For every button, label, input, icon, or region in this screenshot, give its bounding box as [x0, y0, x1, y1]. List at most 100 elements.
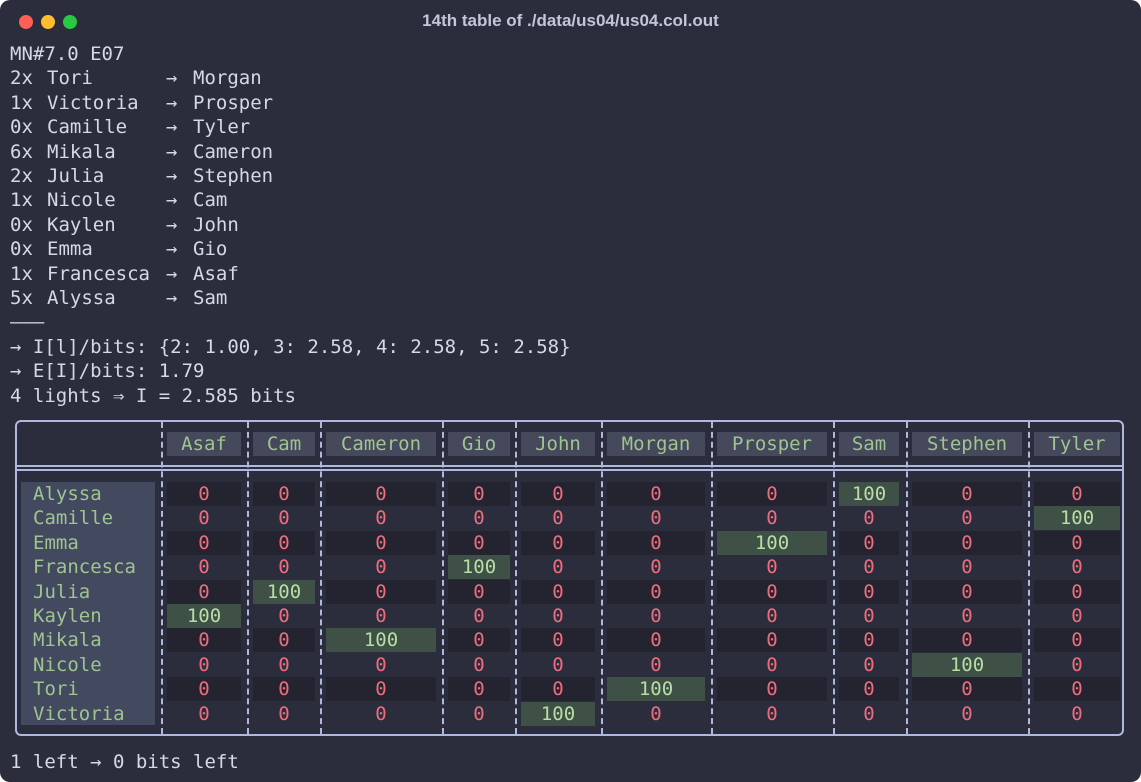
table-cell: 0 — [863, 702, 875, 725]
column-separator — [442, 422, 444, 734]
table-cell: 0 — [552, 507, 564, 530]
pair-count: 1x — [10, 189, 33, 212]
table-cell: 0 — [198, 556, 210, 579]
table-cell: 0 — [961, 605, 973, 627]
table-cell: 0 — [1071, 653, 1083, 676]
column-separator — [906, 422, 908, 734]
column-header: Tyler — [1034, 432, 1120, 456]
table-cell: 0 — [326, 530, 436, 555]
table-cell: 100 — [912, 652, 1022, 677]
pair-name: Kaylen — [47, 213, 116, 236]
table-cell: 0 — [375, 605, 387, 627]
pair-count: 0x — [10, 238, 33, 261]
table-cell: 0 — [473, 507, 485, 530]
table-cell: 0 — [961, 507, 973, 530]
table-cell: 0 — [278, 605, 290, 627]
row-label: Mikala — [33, 629, 102, 652]
table-cell: 0 — [473, 653, 485, 676]
table-cell: 0 — [473, 702, 485, 725]
pair-name: Camille — [47, 116, 128, 139]
pair-count: 2x — [10, 67, 33, 90]
table-cell: 0 — [766, 556, 778, 579]
table-cell: 0 — [167, 530, 241, 555]
table-cell: 0 — [912, 677, 1022, 702]
zoom-button[interactable] — [63, 15, 77, 29]
column-separator — [161, 422, 163, 734]
table-cell: 0 — [278, 653, 290, 676]
row-label: Tori — [33, 678, 79, 701]
table-cell: 0 — [650, 605, 662, 627]
pair-name: Julia — [47, 165, 105, 187]
table-cell: 0 — [326, 579, 436, 604]
table-cell: 0 — [1071, 702, 1083, 725]
pair-arrow: → — [166, 116, 178, 139]
table-cell: 0 — [912, 579, 1022, 604]
table-cell: 0 — [863, 556, 875, 579]
pair-target: Cameron — [193, 140, 274, 163]
row-label-column — [21, 482, 155, 725]
table-cell: 100 — [167, 604, 241, 628]
table-cell: 0 — [375, 653, 387, 676]
table-cell: 0 — [167, 628, 241, 653]
table-cell: 0 — [278, 556, 290, 579]
row-label: Kaylen — [33, 605, 102, 627]
table-cell: 100 — [448, 555, 510, 580]
table-cell: 0 — [1034, 482, 1120, 506]
title-bar: 14th table of ./data/us04/us04.col.out — [0, 0, 1141, 42]
column-header: Prosper — [717, 432, 827, 456]
table-cell: 0 — [912, 482, 1022, 506]
table-cell: 0 — [552, 556, 564, 579]
pair-arrow: → — [166, 67, 178, 90]
window-title: 14th table of ./data/us04/us04.col.out — [422, 11, 719, 30]
table-cell: 0 — [1071, 556, 1083, 579]
table-cell: 0 — [198, 702, 210, 725]
pair-name: Francesca — [47, 262, 150, 285]
pair-target: Sam — [193, 287, 228, 309]
column-header: Cam — [253, 432, 315, 456]
column-separator — [833, 422, 835, 734]
table-cell: 0 — [552, 653, 564, 676]
column-header: Cameron — [326, 432, 436, 456]
table-cell: 0 — [253, 482, 315, 506]
table-cell: 0 — [375, 702, 387, 725]
pair-name: Tori — [47, 67, 93, 90]
pair-arrow: → — [166, 287, 178, 309]
minimize-button[interactable] — [41, 15, 55, 29]
table-cell: 0 — [650, 507, 662, 530]
pair-name: Emma — [47, 238, 93, 261]
row-label: Nicole — [33, 653, 102, 676]
table-cell: 0 — [167, 579, 241, 604]
pair-name: Alyssa — [47, 287, 116, 309]
pair-name: Mikala — [47, 140, 116, 163]
pair-name: Nicole — [47, 189, 116, 212]
table-cell: 0 — [717, 579, 827, 604]
table-cell: 0 — [961, 556, 973, 579]
column-separator — [515, 422, 517, 734]
table-cell: 100 — [253, 579, 315, 604]
table-cell: 0 — [1034, 579, 1120, 604]
pair-count: 1x — [10, 91, 33, 114]
table-cell: 0 — [717, 482, 827, 506]
table-cell: 0 — [839, 628, 899, 653]
column-separator — [1028, 422, 1030, 734]
table-frame — [15, 420, 1124, 736]
pair-arrow: → — [166, 165, 178, 187]
column-header: Stephen — [912, 432, 1022, 456]
close-button[interactable] — [19, 15, 33, 29]
pair-count: 0x — [10, 116, 33, 139]
table-cell: 0 — [1034, 677, 1120, 702]
table-cell: 0 — [863, 653, 875, 676]
pair-target: Morgan — [193, 67, 262, 90]
table-cell: 0 — [198, 653, 210, 676]
row-label: Julia — [33, 580, 91, 603]
table-cell: 0 — [863, 605, 875, 627]
table-cell: 0 — [448, 677, 510, 702]
table-cell: 0 — [1071, 605, 1083, 627]
table-cell: 0 — [326, 482, 436, 506]
table-cell: 0 — [521, 579, 595, 604]
footer-line: 1 left → 0 bits left — [10, 751, 239, 773]
column-separator — [711, 422, 713, 734]
column-header: John — [521, 432, 595, 456]
table-cell: 0 — [167, 677, 241, 702]
